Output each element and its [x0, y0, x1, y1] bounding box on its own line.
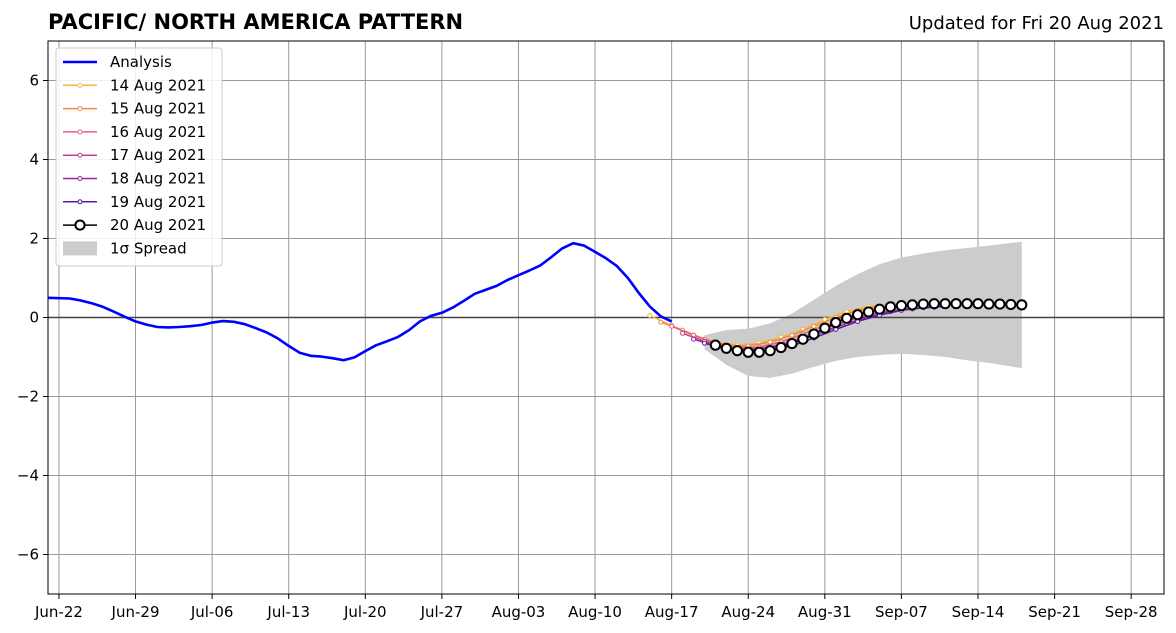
- chart-subtitle: Updated for Fri 20 Aug 2021: [909, 13, 1164, 34]
- forecast-series-point: [811, 323, 817, 329]
- legend-entry-spread: 1σ Spread: [63, 239, 187, 257]
- chart-title: PACIFIC/ NORTH AMERICA PATTERN: [48, 10, 463, 34]
- latest-forecast-point: [1005, 298, 1017, 311]
- legend-label-spread: 1σ Spread: [110, 239, 187, 257]
- x-tick-label: Aug-31: [798, 603, 852, 621]
- latest-forecast-point: [852, 309, 864, 321]
- legend-label-forecast: 17 Aug 2021: [110, 146, 206, 164]
- latest-forecast-point: [786, 337, 798, 350]
- x-axis: Jun-22 Jun-29 Jul-06 Jul-13 Jul-20 Jul-27 Aug-…: [34, 594, 1158, 621]
- latest-forecast-point: [1016, 299, 1028, 311]
- latest-forecast-point: [764, 345, 776, 357]
- latest-forecast-point: [939, 298, 951, 310]
- latest-forecast-point: [873, 303, 886, 315]
- analysis-group: [47, 241, 673, 362]
- latest-forecast-point: [917, 298, 929, 310]
- x-tick-label: Sep-28: [1105, 603, 1158, 621]
- legend-label-forecast: 15 Aug 2021: [110, 100, 206, 118]
- y-tick-label: −4: [17, 467, 39, 485]
- legend-box: [55, 47, 223, 267]
- x-tick-label: Jun-22: [34, 603, 83, 621]
- legend-label-analysis: Analysis: [110, 53, 172, 71]
- latest-forecast-point: [731, 345, 743, 357]
- x-tick-label: Jul-13: [266, 603, 310, 621]
- legend-swatch-marker: [77, 82, 83, 88]
- latest-forecast-point: [928, 298, 940, 310]
- latest-forecast-point: [819, 322, 831, 334]
- y-tick-label: −6: [17, 546, 39, 564]
- forecast-series-point: [789, 332, 795, 338]
- x-tick-label: Jul-20: [343, 603, 387, 621]
- latest-forecast-point: [797, 333, 809, 345]
- legend: Analysis 14 Aug 2021 15 Aug 2021 16 Aug 202…: [55, 47, 223, 267]
- y-axis: 6 4 2 0 −2 −4 −6: [17, 72, 48, 564]
- y-tick-label: 6: [29, 72, 39, 90]
- y-tick-label: 2: [29, 230, 39, 248]
- forecast-series-point: [691, 336, 697, 342]
- analysis-line: [47, 241, 673, 362]
- legend-label-forecast: 16 Aug 2021: [110, 123, 206, 141]
- latest-forecast-point: [720, 342, 732, 354]
- latest-forecast-point: [972, 298, 984, 310]
- legend-entry-forecast: 16 Aug 2021: [63, 123, 206, 141]
- legend-swatch-marker: [77, 199, 83, 205]
- latest-forecast-group: [709, 298, 1028, 358]
- latest-forecast-point: [862, 306, 875, 318]
- legend-swatch-marker: [77, 106, 83, 112]
- latest-forecast-point: [841, 312, 853, 324]
- forecast-series-point: [647, 313, 653, 319]
- forecast-series-point: [701, 340, 707, 346]
- legend-label-forecast: 19 Aug 2021: [110, 193, 206, 211]
- latest-forecast-point: [983, 298, 995, 310]
- latest-forecast-point: [742, 346, 754, 358]
- x-tick-label: Aug-24: [721, 603, 775, 621]
- latest-forecast-point: [895, 300, 908, 312]
- x-tick-label: Jul-27: [420, 603, 464, 621]
- legend-entry-analysis: Analysis: [63, 53, 172, 71]
- latest-forecast-point: [994, 298, 1006, 310]
- legend-entry-forecast: 18 Aug 2021: [63, 170, 206, 188]
- latest-forecast-point: [961, 298, 973, 310]
- latest-forecast-point: [753, 346, 765, 358]
- x-tick-label: Sep-07: [875, 603, 928, 621]
- legend-entry-forecast: 15 Aug 2021: [63, 100, 206, 118]
- x-tick-label: Aug-03: [492, 603, 546, 621]
- latest-forecast-point: [775, 341, 787, 354]
- legend-entry-latest: 20 Aug 2021: [63, 216, 206, 234]
- y-tick-label: 0: [29, 309, 39, 327]
- latest-forecast-point: [884, 301, 897, 313]
- forecast-series-point: [767, 339, 773, 345]
- y-tick-label: −2: [17, 388, 39, 406]
- latest-forecast-point: [950, 298, 962, 310]
- legend-label-forecast: 18 Aug 2021: [110, 170, 206, 188]
- latest-forecast-point: [906, 299, 918, 311]
- legend-entry-forecast: 19 Aug 2021: [63, 193, 206, 211]
- latest-forecast-point: [709, 339, 722, 351]
- latest-forecast-point: [830, 317, 842, 329]
- x-tick-label: Jun-29: [111, 603, 160, 621]
- x-tick-label: Jul-06: [190, 603, 234, 621]
- legend-label-latest: 20 Aug 2021: [110, 216, 206, 234]
- y-tick-label: 4: [29, 151, 39, 169]
- x-tick-label: Aug-17: [645, 603, 699, 621]
- forecast-series-point: [669, 323, 675, 329]
- legend-swatch-spread: [63, 241, 97, 256]
- legend-entry-forecast: 17 Aug 2021: [63, 146, 206, 164]
- legend-label-forecast: 14 Aug 2021: [110, 76, 206, 94]
- legend-swatch-marker: [74, 219, 86, 231]
- x-tick-label: Sep-14: [952, 603, 1005, 621]
- forecast-series-point: [680, 330, 686, 336]
- latest-forecast-point: [808, 328, 820, 340]
- legend-swatch-marker: [77, 152, 83, 158]
- legend-swatch-marker: [77, 176, 83, 181]
- legend-swatch-marker: [77, 129, 83, 135]
- x-tick-label: Sep-21: [1028, 603, 1081, 621]
- forecast-series-point: [658, 319, 664, 325]
- legend-entry-forecast: 14 Aug 2021: [63, 76, 206, 94]
- x-tick-label: Aug-10: [568, 603, 622, 621]
